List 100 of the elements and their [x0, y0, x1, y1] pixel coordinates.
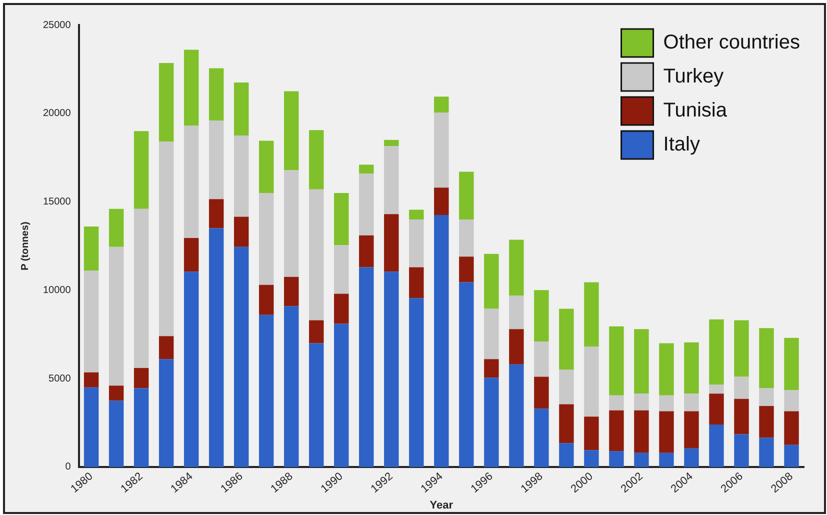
bar [459, 282, 474, 467]
y-tick-label: 20000 [42, 108, 72, 120]
bar [208, 120, 224, 200]
bar [258, 314, 274, 467]
bar [609, 451, 624, 467]
bar [208, 199, 224, 228]
bar [208, 228, 224, 467]
bar [184, 238, 199, 272]
y-tick-label: 25000 [42, 20, 72, 31]
bar [434, 96, 449, 113]
bar [534, 376, 549, 409]
y-tick-label: 5000 [48, 373, 72, 384]
bar [434, 112, 449, 188]
bar [484, 308, 499, 360]
bar [258, 140, 274, 193]
bar [484, 359, 499, 378]
bar [234, 216, 249, 247]
bar [734, 434, 749, 467]
bar [409, 219, 424, 268]
bar [709, 384, 724, 394]
bar [459, 219, 474, 257]
bar [659, 343, 674, 396]
bar [684, 411, 699, 448]
bar [584, 346, 599, 417]
bar [258, 192, 274, 285]
bar [634, 329, 649, 394]
bar [684, 342, 699, 394]
bar [659, 395, 674, 412]
bar [158, 359, 174, 467]
bar [609, 326, 624, 396]
bar [359, 164, 374, 174]
bar [158, 142, 174, 336]
bar [284, 91, 299, 170]
bar [284, 276, 299, 306]
bar [359, 235, 374, 268]
bar [559, 370, 574, 404]
bar [309, 130, 324, 190]
bar [234, 135, 249, 217]
x-axis-title: Year [430, 499, 454, 512]
bar [759, 388, 774, 406]
y-tick-label: 15000 [42, 196, 72, 208]
legend-label: Italy [663, 134, 700, 156]
bar [559, 443, 574, 467]
bar [334, 245, 349, 294]
bar [334, 192, 349, 246]
bar [734, 398, 749, 434]
bar [409, 210, 424, 220]
bar [709, 424, 724, 467]
bar [409, 298, 424, 467]
y-tick-label: 10000 [42, 284, 72, 296]
bar [184, 50, 199, 126]
bar [84, 372, 99, 388]
bar [634, 452, 649, 467]
bar [284, 306, 299, 467]
bar [434, 188, 449, 216]
bar [384, 272, 399, 467]
bar [234, 82, 249, 136]
bar [134, 368, 149, 388]
bar [534, 290, 549, 342]
bar [134, 388, 149, 467]
bar [84, 270, 99, 372]
bar [684, 394, 699, 412]
bar [684, 448, 699, 467]
bar [208, 68, 224, 120]
bar [659, 452, 674, 467]
bar [584, 450, 599, 467]
bar [559, 308, 574, 370]
bar [659, 411, 674, 453]
bar [784, 390, 799, 412]
bar [534, 341, 549, 377]
bar [158, 63, 174, 142]
bar [309, 343, 324, 467]
bar [534, 408, 549, 467]
bar [108, 400, 124, 467]
bar [384, 140, 399, 146]
bar [409, 267, 424, 298]
bar [309, 189, 324, 320]
bar [108, 246, 124, 386]
bar [359, 174, 374, 236]
bar [184, 126, 199, 238]
bar [784, 444, 799, 467]
bar [509, 295, 524, 330]
bar [108, 386, 124, 401]
bar [134, 208, 149, 368]
legend-label: Tunisia [663, 100, 728, 122]
bar [559, 404, 574, 444]
legend-label: Turkey [663, 66, 724, 88]
bar [459, 172, 474, 220]
legend-label: Other countries [663, 32, 800, 54]
bar [784, 411, 799, 445]
bar [484, 378, 499, 467]
y-axis-title: P (tonnes) [20, 222, 31, 270]
bar [359, 267, 374, 467]
bar [759, 328, 774, 388]
bar [609, 395, 624, 410]
bar [509, 329, 524, 364]
bar [184, 272, 199, 467]
bar [784, 338, 799, 390]
bar [609, 410, 624, 452]
bar [84, 226, 99, 271]
